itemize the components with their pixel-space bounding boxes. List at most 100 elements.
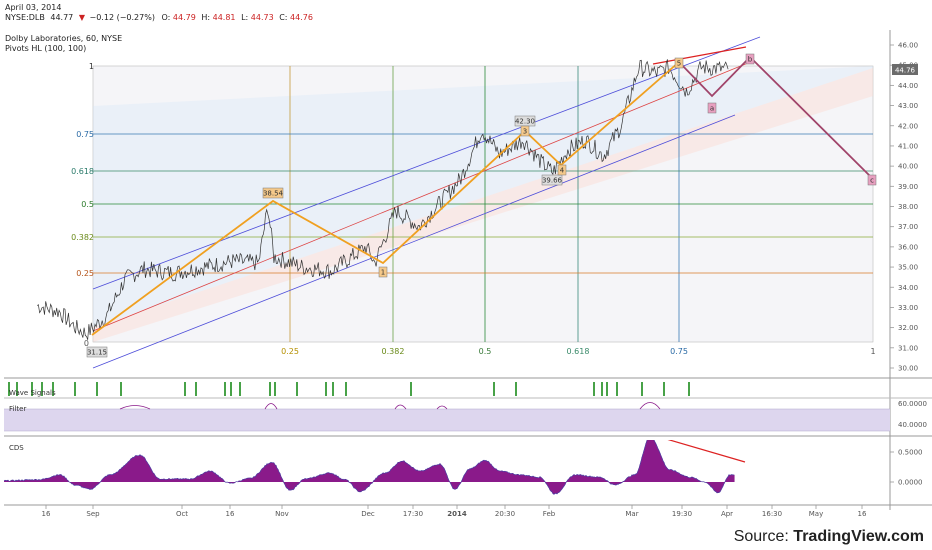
wave-label-bg [378, 266, 388, 278]
time-tick-label: Oct [176, 510, 188, 518]
price-change: −0.12 (−0.27%) [90, 13, 155, 22]
wave-label: 4 [560, 167, 565, 175]
price-tick-label: 39.00 [898, 183, 918, 191]
price-tick-label: 42.00 [898, 122, 918, 130]
wave-label-bg [867, 174, 877, 186]
ohlc-line: NYSE:DLB 44.77 ▼ −0.12 (−0.27%) O: 44.79… [5, 13, 313, 22]
wave-label-bg [745, 53, 755, 65]
fib-price-label: 0.618 [71, 167, 94, 176]
fib-time-label: 0.75 [670, 347, 688, 356]
wave-label: 5 [677, 60, 681, 68]
wave-lines [91, 55, 873, 336]
filter-pane: 60.0000 40.0000 [4, 400, 927, 432]
cds-axis: 0.5000 0.0000 [890, 449, 923, 487]
cds-tick-label: 0.5000 [898, 449, 923, 457]
open-label: O: [161, 13, 170, 22]
source-brand: TradingView.com [793, 528, 924, 545]
indicator-name: Pivots HL (100, 100) [5, 44, 86, 53]
filter-tick-label: 40.0000 [898, 421, 927, 429]
fib-time-label: 0.618 [567, 347, 590, 356]
cds-tick-label: 0.0000 [898, 479, 923, 487]
time-tick-label: Nov [275, 510, 289, 518]
close-label: C: [279, 13, 287, 22]
wave-labels: 31.15 38.54 1 42.30 3 39.66 4 5 a b c [86, 53, 877, 358]
price-tick-label: 40.00 [898, 163, 918, 171]
wave-label-bg [86, 346, 108, 358]
cds-histogram [4, 440, 746, 495]
cds-title: CDS [9, 444, 24, 452]
price-tick-label: 43.00 [898, 102, 918, 110]
correction-projection-line [678, 55, 873, 179]
wave-label-bg [520, 125, 530, 137]
wave-label-bg [557, 164, 567, 176]
chart-title: Dolby Laboratories, 60, NYSE [5, 34, 122, 43]
filter-band [4, 409, 890, 431]
fib-price-label: 1 [89, 62, 94, 71]
fib-shade-warm [93, 68, 873, 342]
price-tick-label: 35.00 [898, 264, 918, 272]
price-axis: 46.0045.0044.0043.0042.0041.0040.0039.00… [890, 42, 918, 373]
wave-label: 39.66 [542, 177, 563, 185]
fib-time-label: 0.5 [479, 347, 492, 356]
price-tick-label: 41.00 [898, 142, 918, 150]
time-tick-label: Apr [721, 510, 733, 518]
wave-label-bg [541, 174, 563, 186]
wave-signals-pane [8, 382, 690, 396]
time-tick-label: May [809, 510, 823, 518]
wave-label: 3 [523, 128, 527, 136]
fib-time-label: 0.382 [382, 347, 405, 356]
fib-price-label: 0 [84, 339, 89, 348]
time-tick-label: 19:30 [672, 510, 692, 518]
time-tick-label: Dec [361, 510, 375, 518]
time-tick-label: 17:30 [403, 510, 423, 518]
time-tick-label: Mar [625, 510, 638, 518]
open-value: 44.79 [173, 13, 196, 22]
price-tick-label: 33.00 [898, 304, 918, 312]
fib-time-label: 0.25 [281, 347, 299, 356]
chart-date: April 03, 2014 [5, 3, 61, 12]
cds-divergence-line [667, 440, 746, 463]
wave-label-bg [707, 102, 717, 114]
time-tick-label: 20:30 [495, 510, 515, 518]
fib-price-label: 0.75 [76, 130, 94, 139]
price-series [36, 59, 729, 340]
wave-label: 1 [381, 269, 385, 277]
time-axis: 16 Sep Oct 16 Nov Dec 17:30 2014 20:30 Feb Mar 19:3… [42, 505, 867, 518]
channel-median [92, 62, 749, 332]
time-tick-label: Sep [86, 510, 100, 518]
price-line [36, 59, 729, 340]
time-tick-label: 16:30 [762, 510, 782, 518]
price-tick-label: 31.00 [898, 344, 918, 352]
fib-price-label: 0.5 [81, 200, 94, 209]
price-tick-label: 46.00 [898, 42, 918, 50]
symbol: NYSE:DLB [5, 13, 45, 22]
fib-time-label: 1 [870, 347, 875, 356]
price-tick-label: 37.00 [898, 223, 918, 231]
wave-label: 31.15 [87, 349, 107, 357]
time-tick-label: 2014 [447, 510, 467, 518]
time-tick-label: 16 [226, 510, 235, 518]
price-tick-label: 32.00 [898, 324, 918, 332]
filter-spike-line [119, 402, 661, 410]
high-value: 44.81 [213, 13, 236, 22]
source-credit: Source: TradingView.com [734, 528, 924, 545]
price-tick-label: 36.00 [898, 243, 918, 251]
channel-upper [92, 36, 761, 290]
fibonacci-grid: 0.25 0.382 0.5 0.618 0.75 1 1 0.75 0.618 0.5 0.382… [71, 62, 875, 356]
pitchfork-channel [92, 36, 761, 369]
fib-price-label: 0.25 [76, 269, 94, 278]
wave-signals-title: Wave Signals [9, 389, 56, 397]
last-price-tag-bg [892, 64, 918, 75]
cds-outline [4, 440, 735, 495]
channel-lower [92, 114, 736, 369]
impulse-wave-line [91, 61, 680, 336]
wave-label: a [710, 105, 714, 113]
last-price-tag: 44.76 [895, 67, 916, 75]
divergence-line [652, 46, 747, 65]
high-label: H: [201, 13, 210, 22]
last-price: 44.77 [50, 13, 73, 22]
price-tick-label: 38.00 [898, 203, 918, 211]
low-value: 44.73 [251, 13, 274, 22]
filter-title: Filter [9, 405, 26, 413]
